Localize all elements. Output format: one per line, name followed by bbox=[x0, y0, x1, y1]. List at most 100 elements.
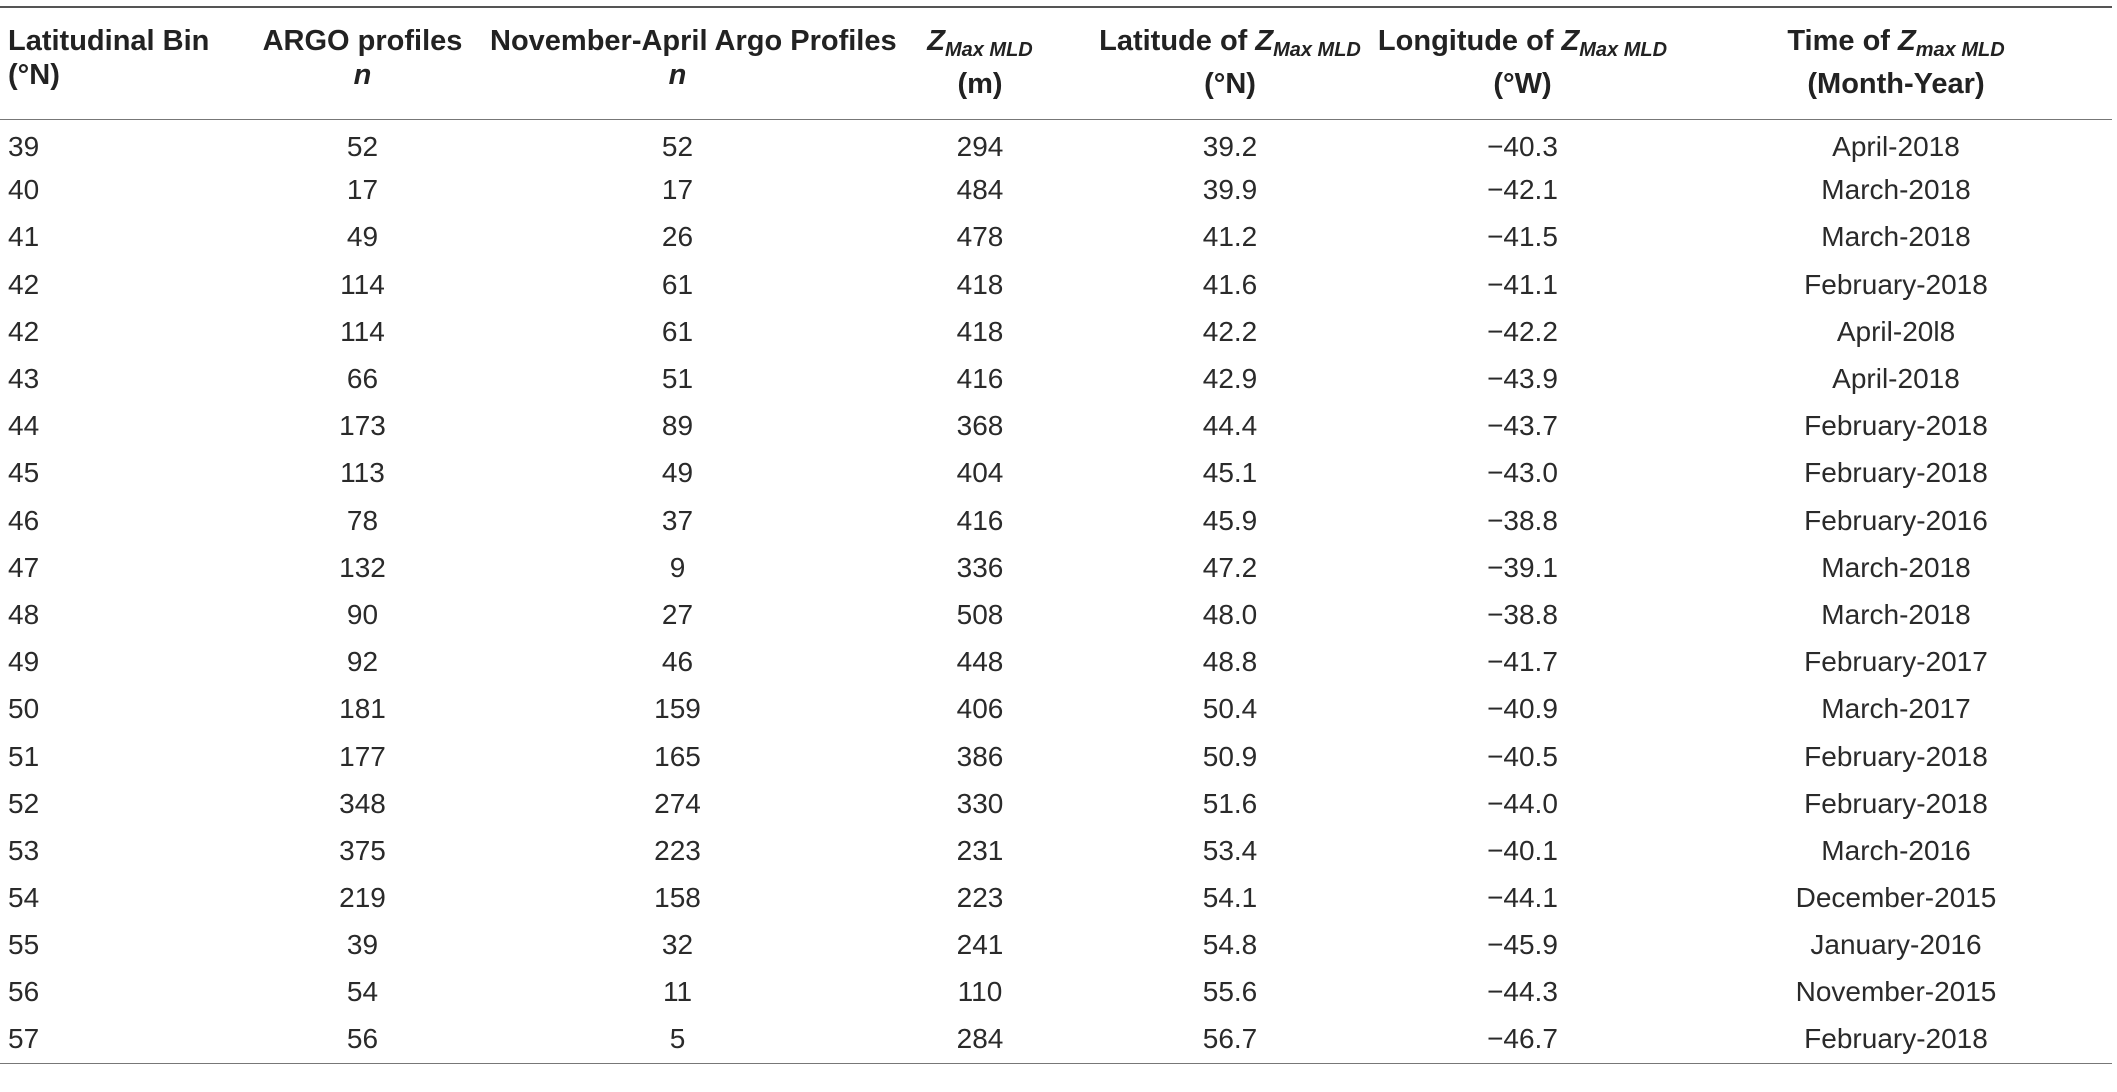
cell-time: February-2018 bbox=[1804, 457, 1988, 489]
cell-longitude: −42.1 bbox=[1487, 174, 1558, 206]
cell-longitude: −38.8 bbox=[1487, 504, 1558, 536]
table-row: 44 173 89 368 44.4 −43.7 February-2018 bbox=[0, 403, 2112, 450]
cell-longitude: −40.5 bbox=[1487, 740, 1558, 772]
cell-latitude: 41.2 bbox=[1202, 221, 1258, 253]
cell-nov-apr-profiles: 37 bbox=[661, 504, 694, 536]
cell-nov-apr-profiles: 9 bbox=[669, 551, 686, 583]
table-row: 39 52 52 294 39.2 −40.3 April-2018 bbox=[0, 120, 2112, 167]
cell-longitude: −45.9 bbox=[1487, 929, 1558, 961]
cell-nov-apr-profiles: 61 bbox=[661, 315, 694, 347]
cell-zmax-mld: 418 bbox=[956, 315, 1004, 347]
cell-latitude: 55.6 bbox=[1202, 976, 1258, 1008]
table-row: 42 114 61 418 41.6 −41.1 February-2018 bbox=[0, 261, 2112, 308]
table-row: 53 375 223 231 53.4 −40.1 March-2016 bbox=[0, 827, 2112, 874]
cell-latitudinal-bin: 52 bbox=[8, 787, 40, 819]
cell-latitude: 53.4 bbox=[1202, 834, 1258, 866]
table-body: 39 52 52 294 39.2 −40.3 April-2018 40 17 17 484 39.… bbox=[0, 120, 2112, 1064]
cell-zmax-mld: 110 bbox=[957, 976, 1003, 1008]
cell-argo-profiles: 78 bbox=[346, 504, 379, 536]
cell-longitude: −44.0 bbox=[1487, 787, 1558, 819]
cell-longitude: −43.7 bbox=[1487, 410, 1558, 442]
header-argo-profiles: ARGO profiles n bbox=[262, 25, 463, 91]
header-time-of-zmax: Time of Zmax MLD (Month-Year) bbox=[1787, 25, 2005, 100]
cell-zmax-mld: 448 bbox=[956, 646, 1004, 678]
cell-latitudinal-bin: 43 bbox=[8, 363, 40, 395]
cell-time: February-2018 bbox=[1804, 740, 1988, 772]
cell-time: November-2015 bbox=[1795, 976, 1997, 1008]
cell-latitude: 50.9 bbox=[1202, 740, 1258, 772]
cell-argo-profiles: 348 bbox=[339, 787, 386, 819]
cell-time: March-2016 bbox=[1821, 834, 1971, 866]
cell-argo-profiles: 113 bbox=[340, 457, 385, 489]
cell-longitude: −43.0 bbox=[1487, 457, 1558, 489]
cell-argo-profiles: 49 bbox=[346, 221, 379, 253]
table-row: 42 114 61 418 42.2 −42.2 April-20l8 bbox=[0, 308, 2112, 355]
cell-zmax-mld: 294 bbox=[956, 131, 1004, 163]
cell-time: April-2018 bbox=[1832, 131, 1960, 163]
cell-nov-apr-profiles: 89 bbox=[661, 410, 694, 442]
cell-latitude: 48.8 bbox=[1202, 646, 1258, 678]
cell-time: April-2018 bbox=[1832, 363, 1960, 395]
cell-latitudinal-bin: 49 bbox=[8, 646, 40, 678]
cell-zmax-mld: 336 bbox=[956, 551, 1004, 583]
cell-zmax-mld: 416 bbox=[956, 504, 1004, 536]
table-row: 45 113 49 404 45.1 −43.0 February-2018 bbox=[0, 450, 2112, 497]
header-latitudinal-bin: Latitudinal Bin (°N) bbox=[8, 25, 210, 91]
cell-latitude: 51.6 bbox=[1202, 787, 1258, 819]
cell-zmax-mld: 406 bbox=[956, 693, 1004, 725]
table-row: 43 66 51 416 42.9 −43.9 April-2018 bbox=[0, 355, 2112, 402]
cell-longitude: −40.9 bbox=[1487, 693, 1558, 725]
header-latitude-of-zmax: Latitude of ZMax MLD (°N) bbox=[1099, 25, 1361, 100]
cell-longitude: −44.1 bbox=[1487, 882, 1558, 914]
cell-argo-profiles: 219 bbox=[339, 882, 386, 914]
cell-latitudinal-bin: 48 bbox=[8, 598, 40, 630]
cell-argo-profiles: 114 bbox=[340, 268, 385, 300]
cell-latitude: 54.1 bbox=[1202, 882, 1258, 914]
table-row: 56 54 11 110 55.6 −44.3 November-2015 bbox=[0, 969, 2112, 1016]
cell-latitude: 39.9 bbox=[1202, 174, 1258, 206]
header-longitude-of-zmax: Longitude of ZMax MLD (°W) bbox=[1377, 25, 1668, 100]
cell-longitude: −38.8 bbox=[1487, 598, 1558, 630]
cell-latitude: 42.2 bbox=[1202, 315, 1258, 347]
cell-latitudinal-bin: 54 bbox=[8, 882, 40, 914]
cell-latitudinal-bin: 42 bbox=[8, 268, 40, 300]
cell-time: February-2018 bbox=[1804, 268, 1988, 300]
cell-latitudinal-bin: 57 bbox=[8, 1023, 40, 1055]
table-row: 40 17 17 484 39.9 −42.1 March-2018 bbox=[0, 167, 2112, 214]
cell-zmax-mld: 404 bbox=[956, 457, 1004, 489]
cell-longitude: −43.9 bbox=[1487, 363, 1558, 395]
cell-nov-apr-profiles: 11 bbox=[662, 976, 693, 1008]
cell-nov-apr-profiles: 5 bbox=[669, 1023, 686, 1055]
cell-latitude: 47.2 bbox=[1202, 551, 1258, 583]
cell-argo-profiles: 92 bbox=[346, 646, 379, 678]
cell-latitude: 50.4 bbox=[1202, 693, 1258, 725]
cell-argo-profiles: 181 bbox=[339, 693, 386, 725]
cell-latitude: 45.9 bbox=[1202, 504, 1258, 536]
cell-argo-profiles: 17 bbox=[346, 174, 379, 206]
cell-time: February-2016 bbox=[1804, 504, 1988, 536]
cell-argo-profiles: 52 bbox=[346, 131, 379, 163]
cell-latitude: 45.1 bbox=[1202, 457, 1258, 489]
cell-latitudinal-bin: 39 bbox=[8, 131, 40, 163]
cell-zmax-mld: 508 bbox=[956, 598, 1004, 630]
table-row: 52 348 274 330 51.6 −44.0 February-2018 bbox=[0, 780, 2112, 827]
cell-latitudinal-bin: 51 bbox=[8, 740, 40, 772]
cell-longitude: −42.2 bbox=[1487, 315, 1558, 347]
cell-longitude: −41.5 bbox=[1487, 221, 1558, 253]
cell-nov-apr-profiles: 32 bbox=[661, 929, 694, 961]
cell-latitudinal-bin: 44 bbox=[8, 410, 40, 442]
cell-argo-profiles: 54 bbox=[346, 976, 379, 1008]
cell-longitude: −39.1 bbox=[1487, 551, 1558, 583]
header-nov-apr-profiles: November-April Argo Profiles n bbox=[490, 25, 897, 91]
cell-nov-apr-profiles: 52 bbox=[661, 131, 694, 163]
cell-argo-profiles: 56 bbox=[346, 1023, 379, 1055]
cell-argo-profiles: 90 bbox=[346, 598, 379, 630]
cell-argo-profiles: 173 bbox=[339, 410, 386, 442]
cell-latitudinal-bin: 55 bbox=[8, 929, 40, 961]
cell-longitude: −41.7 bbox=[1487, 646, 1558, 678]
cell-time: February-2017 bbox=[1804, 646, 1988, 678]
cell-longitude: −40.3 bbox=[1487, 131, 1558, 163]
cell-time: January-2016 bbox=[1810, 929, 1982, 961]
cell-latitude: 42.9 bbox=[1202, 363, 1258, 395]
cell-longitude: −40.1 bbox=[1487, 834, 1558, 866]
